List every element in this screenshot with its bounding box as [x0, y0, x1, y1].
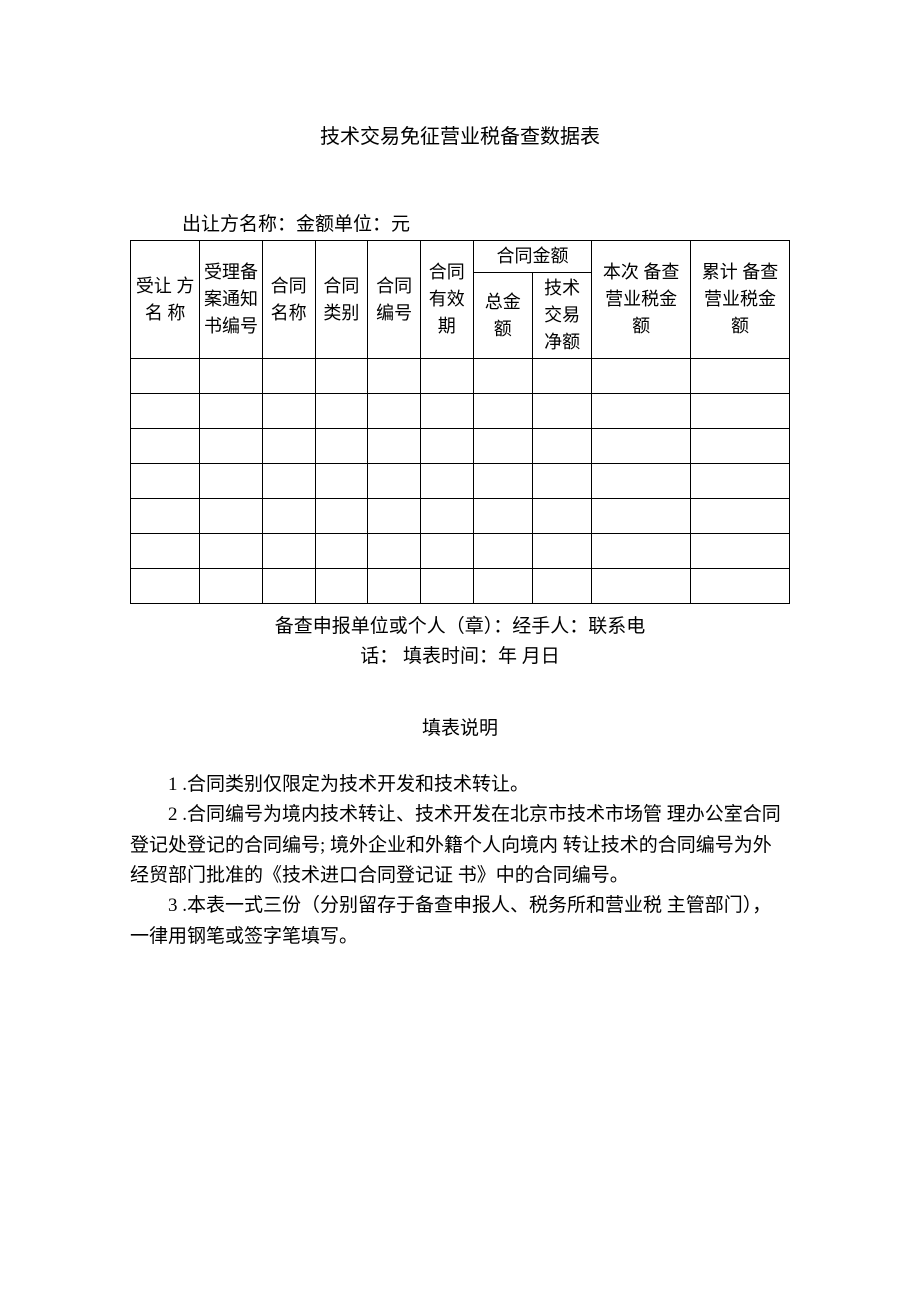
th-col9: 累计 备查 营业税金 额	[691, 241, 790, 359]
th-col5: 合同编号	[368, 241, 421, 359]
note-1: 1 .合同类别仅限定为技术开发和技术转让。	[130, 770, 790, 800]
data-table: 受让 方名 称 受理备案通知书编号 合同名称 合同类别 合同编号 合同有效期 合…	[130, 240, 790, 604]
th-col7b: 技术交易净额	[532, 273, 591, 359]
th-col2: 受理备案通知书编号	[200, 241, 263, 359]
th-col7group: 合同金额	[473, 241, 592, 273]
th-col1: 受让 方名 称	[131, 241, 200, 359]
table-row	[131, 499, 790, 534]
table-row	[131, 359, 790, 394]
table-row	[131, 429, 790, 464]
page-title: 技术交易免征营业税备查数据表	[130, 120, 790, 149]
th-col6: 合同有效期	[420, 241, 473, 359]
footer-line1: 备查申报单位或个人（章）：经手人：联系电	[130, 612, 790, 642]
th-col3: 合同名称	[262, 241, 315, 359]
table-row	[131, 534, 790, 569]
instructions-title: 填表说明	[130, 713, 790, 740]
note-3: 3 .本表一式三份（分别留存于备查申报人、税务所和营业税 主管部门），一律用钢笔…	[130, 891, 790, 952]
th-col8: 本次 备查 营业税金 额	[592, 241, 691, 359]
subtitle: 出让方名称：金额单位：元	[182, 209, 790, 236]
note-2: 2 .合同编号为境内技术转让、技术开发在北京市技术市场管 理办公室合同登记处登记…	[130, 800, 790, 891]
th-col4: 合同类别	[315, 241, 368, 359]
th-col7a: 总金额	[473, 273, 532, 359]
footer-line2: 话： 填表时间：年 月日	[130, 642, 790, 672]
table-row	[131, 464, 790, 499]
table-row	[131, 569, 790, 604]
table-row	[131, 394, 790, 429]
